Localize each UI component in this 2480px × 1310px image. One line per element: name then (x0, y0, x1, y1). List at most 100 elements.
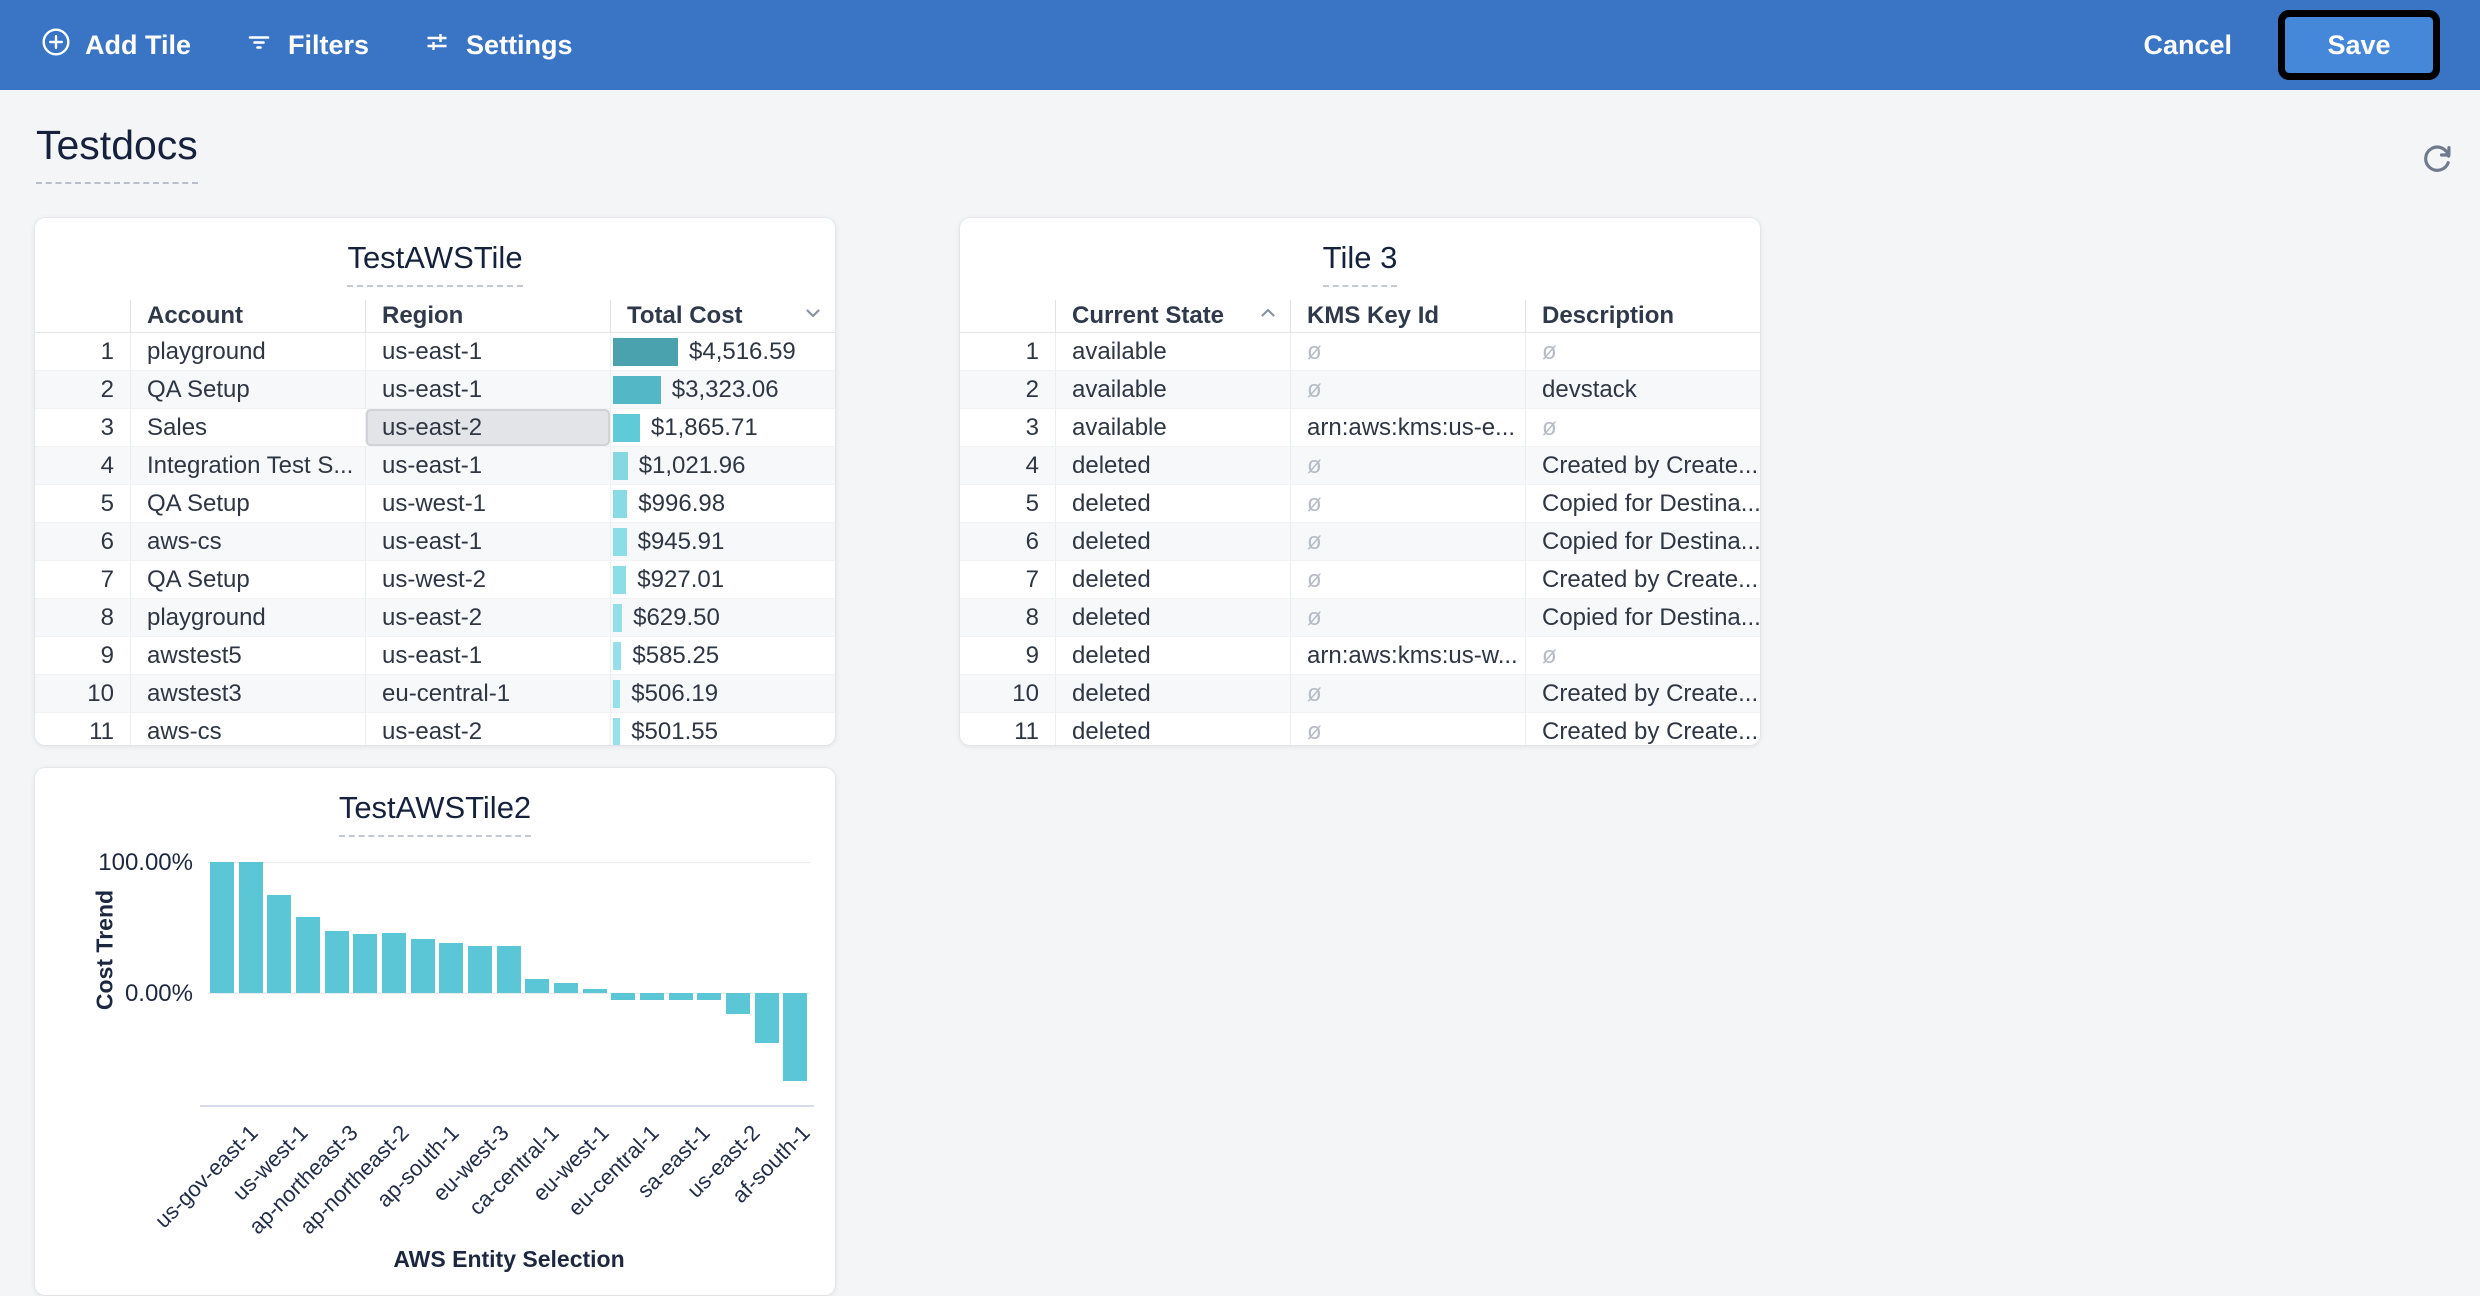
cell-description[interactable]: Copied for Destina... (1525, 599, 1760, 636)
table-row[interactable]: 2 available ø devstack (960, 371, 1760, 409)
cell-current-state[interactable]: deleted (1055, 485, 1290, 522)
dashboard-title[interactable]: Testdocs (36, 122, 198, 184)
chart-bar[interactable] (726, 993, 751, 1014)
cell-description[interactable]: ø (1525, 637, 1760, 674)
cell-current-state[interactable]: available (1055, 333, 1290, 370)
cell-region[interactable]: us-east-2 (365, 713, 610, 745)
cell-total-cost[interactable]: $1,021.96 (610, 447, 835, 484)
cell-kms-key-id[interactable]: arn:aws:kms:us-w... (1290, 637, 1525, 674)
chart-bar[interactable] (640, 993, 665, 1000)
cell-total-cost[interactable]: $629.50 (610, 599, 835, 636)
cell-current-state[interactable]: available (1055, 371, 1290, 408)
chart-bar[interactable] (554, 982, 579, 993)
cell-account[interactable]: playground (130, 333, 365, 370)
column-header-total-cost[interactable]: Total Cost (610, 300, 835, 332)
cell-description[interactable]: Created by Create... (1525, 447, 1760, 484)
chart-bar[interactable] (697, 993, 722, 1000)
cell-current-state[interactable]: deleted (1055, 561, 1290, 598)
chart-bar[interactable] (296, 917, 321, 993)
cell-kms-key-id[interactable]: ø (1290, 333, 1525, 370)
cell-region[interactable]: us-west-1 (365, 485, 610, 522)
table-row[interactable]: 11 aws-cs us-east-2 $501.55 (35, 713, 835, 745)
cell-region[interactable]: us-east-2 (365, 599, 610, 636)
cell-description[interactable]: Copied for Destina... (1525, 523, 1760, 560)
cell-current-state[interactable]: deleted (1055, 599, 1290, 636)
chart-bar[interactable] (210, 862, 235, 993)
cell-total-cost[interactable]: $3,323.06 (610, 371, 835, 408)
chart-bar[interactable] (468, 945, 493, 993)
chart-bar[interactable] (238, 862, 263, 993)
table-row[interactable]: 6 deleted ø Copied for Destina... (960, 523, 1760, 561)
cell-total-cost[interactable]: $996.98 (610, 485, 835, 522)
table-row[interactable]: 10 deleted ø Created by Create... (960, 675, 1760, 713)
chart-bar[interactable] (267, 894, 292, 994)
cell-region[interactable]: us-east-1 (365, 523, 610, 560)
column-header-kms-key-id[interactable]: KMS Key Id (1290, 300, 1525, 332)
cancel-button[interactable]: Cancel (2143, 29, 2232, 60)
cell-region[interactable]: us-west-2 (365, 561, 610, 598)
cell-total-cost[interactable]: $501.55 (610, 713, 835, 745)
chart-bar[interactable] (783, 993, 808, 1081)
chart-bar[interactable] (410, 939, 435, 993)
cell-description[interactable]: Created by Create... (1525, 675, 1760, 712)
cell-kms-key-id[interactable]: ø (1290, 371, 1525, 408)
cell-region-selected[interactable]: us-east-2 (365, 409, 610, 446)
table-row[interactable]: 7 deleted ø Created by Create... (960, 561, 1760, 599)
cell-account[interactable]: QA Setup (130, 371, 365, 408)
cell-region[interactable]: us-east-1 (365, 447, 610, 484)
chart-bar[interactable] (496, 945, 521, 993)
cell-account[interactable]: playground (130, 599, 365, 636)
cell-description[interactable]: Created by Create... (1525, 713, 1760, 745)
chart-bar[interactable] (582, 989, 607, 993)
cell-total-cost[interactable]: $4,516.59 (610, 333, 835, 370)
table-row[interactable]: 8 playground us-east-2 $629.50 (35, 599, 835, 637)
chart-bar[interactable] (324, 931, 349, 993)
cell-account[interactable]: QA Setup (130, 485, 365, 522)
chevron-up-icon[interactable] (1256, 301, 1280, 332)
cell-total-cost[interactable]: $506.19 (610, 675, 835, 712)
cell-current-state[interactable]: available (1055, 409, 1290, 446)
cell-region[interactable]: us-east-1 (365, 371, 610, 408)
table-row[interactable]: 2 QA Setup us-east-1 $3,323.06 (35, 371, 835, 409)
chart-bar[interactable] (611, 993, 636, 1000)
cell-kms-key-id[interactable]: ø (1290, 713, 1525, 745)
cell-total-cost[interactable]: $945.91 (610, 523, 835, 560)
cell-account[interactable]: Sales (130, 409, 365, 446)
chart-bar[interactable] (525, 978, 550, 993)
chart-bar[interactable] (382, 932, 407, 993)
table-row[interactable]: 6 aws-cs us-east-1 $945.91 (35, 523, 835, 561)
cell-description[interactable]: devstack (1525, 371, 1760, 408)
cell-total-cost[interactable]: $927.01 (610, 561, 835, 598)
cell-kms-key-id[interactable]: ø (1290, 447, 1525, 484)
cell-current-state[interactable]: deleted (1055, 637, 1290, 674)
cell-description[interactable]: ø (1525, 333, 1760, 370)
cell-kms-key-id[interactable]: ø (1290, 485, 1525, 522)
table-row[interactable]: 3 Sales us-east-2 $1,865.71 (35, 409, 835, 447)
settings-button[interactable]: Settings (421, 26, 573, 65)
table-row[interactable]: 1 playground us-east-1 $4,516.59 (35, 333, 835, 371)
tile-title[interactable]: TestAWSTile2 (338, 790, 532, 837)
table-row[interactable]: 4 Integration Test S... us-east-1 $1,021.96 (35, 447, 835, 485)
cell-current-state[interactable]: deleted (1055, 713, 1290, 745)
cell-region[interactable]: us-east-1 (365, 637, 610, 674)
table-row[interactable]: 10 awstest3 eu-central-1 $506.19 (35, 675, 835, 713)
cell-kms-key-id[interactable]: arn:aws:kms:us-e... (1290, 409, 1525, 446)
cell-total-cost[interactable]: $1,865.71 (610, 409, 835, 446)
table-row[interactable]: 1 available ø ø (960, 333, 1760, 371)
cell-account[interactable]: Integration Test S... (130, 447, 365, 484)
cell-description[interactable]: Created by Create... (1525, 561, 1760, 598)
column-header-description[interactable]: Description (1525, 300, 1760, 332)
tile-title[interactable]: Tile 3 (1322, 240, 1398, 287)
table-row[interactable]: 9 awstest5 us-east-1 $585.25 (35, 637, 835, 675)
table-row[interactable]: 3 available arn:aws:kms:us-e... ø (960, 409, 1760, 447)
cell-account[interactable]: awstest3 (130, 675, 365, 712)
table-row[interactable]: 5 QA Setup us-west-1 $996.98 (35, 485, 835, 523)
cell-current-state[interactable]: deleted (1055, 447, 1290, 484)
table-row[interactable]: 7 QA Setup us-west-2 $927.01 (35, 561, 835, 599)
table-row[interactable]: 9 deleted arn:aws:kms:us-w... ø (960, 637, 1760, 675)
chevron-down-icon[interactable] (801, 301, 825, 332)
cell-description[interactable]: Copied for Destina... (1525, 485, 1760, 522)
save-button[interactable]: Save (2285, 17, 2433, 73)
cell-kms-key-id[interactable]: ø (1290, 599, 1525, 636)
cell-account[interactable]: aws-cs (130, 713, 365, 745)
